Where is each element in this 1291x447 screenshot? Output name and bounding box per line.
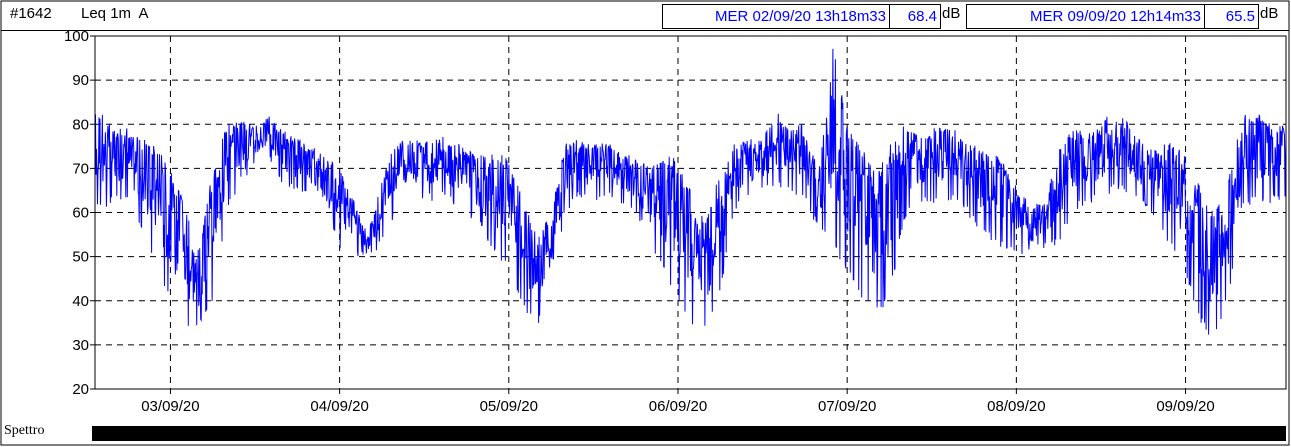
x-tick-label: 03/09/20 [141, 398, 199, 415]
chart-series [94, 48, 1287, 335]
y-tick-label: 60 [72, 205, 89, 222]
x-tick-label: 09/09/20 [1156, 398, 1214, 415]
cursor2-timestamp[interactable]: MER 09/09/20 12h14m33 [966, 4, 1205, 29]
cursor1-value: 68.4 [889, 4, 941, 29]
instrument-id: #1642 [10, 5, 52, 22]
series-line [94, 48, 1287, 335]
x-tick-label: 08/09/20 [987, 398, 1045, 415]
measure-label: Leq 1m A [81, 5, 149, 22]
y-tick-label: 100 [64, 28, 89, 45]
cursor2-value: 65.5 [1204, 4, 1259, 29]
x-tick-label: 07/09/20 [818, 398, 876, 415]
spectrum-bar[interactable] [92, 426, 1286, 441]
y-tick-label: 80 [72, 116, 89, 133]
cursor1-timestamp[interactable]: MER 02/09/20 13h18m33 [662, 4, 890, 29]
y-axis-ticks: 20 30 40 50 60 70 80 90 100 [64, 28, 95, 398]
y-tick-label: 40 [72, 293, 89, 310]
y-tick-label: 20 [72, 381, 89, 398]
y-tick-label: 70 [72, 160, 89, 177]
x-tick-label: 04/09/20 [310, 398, 368, 415]
y-tick-label: 50 [72, 249, 89, 266]
spectrum-label: Spettro [4, 423, 45, 438]
x-axis-ticks: 03/09/20 04/09/20 05/09/20 06/09/20 07/09/20… [141, 389, 1215, 415]
cursor1-unit: dB [942, 5, 961, 22]
x-tick-label: 05/09/20 [480, 398, 538, 415]
x-tick-label: 06/09/20 [649, 398, 707, 415]
y-tick-label: 30 [72, 337, 89, 354]
y-tick-label: 90 [72, 72, 89, 89]
cursor2-unit: dB [1260, 5, 1279, 22]
